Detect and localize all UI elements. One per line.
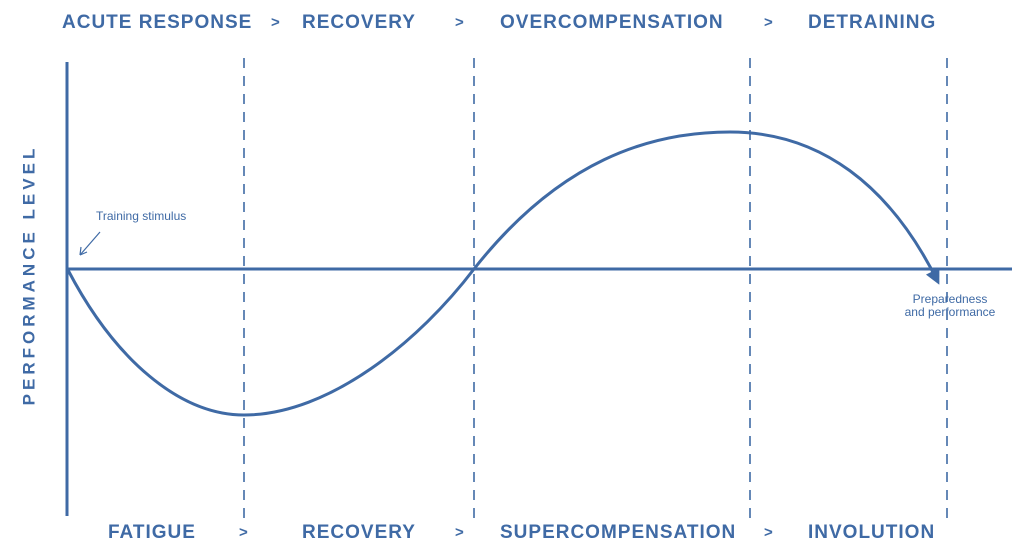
stimulus-arrow [79,231,101,256]
bottom-separator-3: > [764,524,773,541]
bottom-separator-1: > [239,524,248,541]
bottom-phase-fatigue: FATIGUE [108,522,196,543]
training-stimulus-label: Training stimulus [96,209,187,223]
bottom-phase-involution: INVOLUTION [808,522,936,543]
top-separator-1: > [271,14,280,31]
top-separator-3: > [764,14,773,31]
bottom-phase-recovery: RECOVERY [302,522,416,543]
preparedness-label-line-2: and performance [904,305,996,319]
top-phase-overcompensation: OVERCOMPENSATION [500,12,724,33]
y-axis-label: PERFORMANCE LEVEL [19,144,39,406]
top-phase-acute-response: ACUTE RESPONSE [62,12,253,33]
bottom-separator-2: > [455,524,464,541]
top-phase-recovery: RECOVERY [302,12,416,33]
stimulus-arrowhead [79,246,88,256]
top-phase-detraining: DETRAINING [808,12,937,33]
top-separator-2: > [455,14,464,31]
preparedness-label-line-1: Preparedness [912,292,988,306]
bottom-phase-supercompensation: SUPERCOMPENSATION [500,522,737,543]
preparedness-label: Preparedness and performance [890,293,1010,319]
performance-curve [66,130,940,417]
